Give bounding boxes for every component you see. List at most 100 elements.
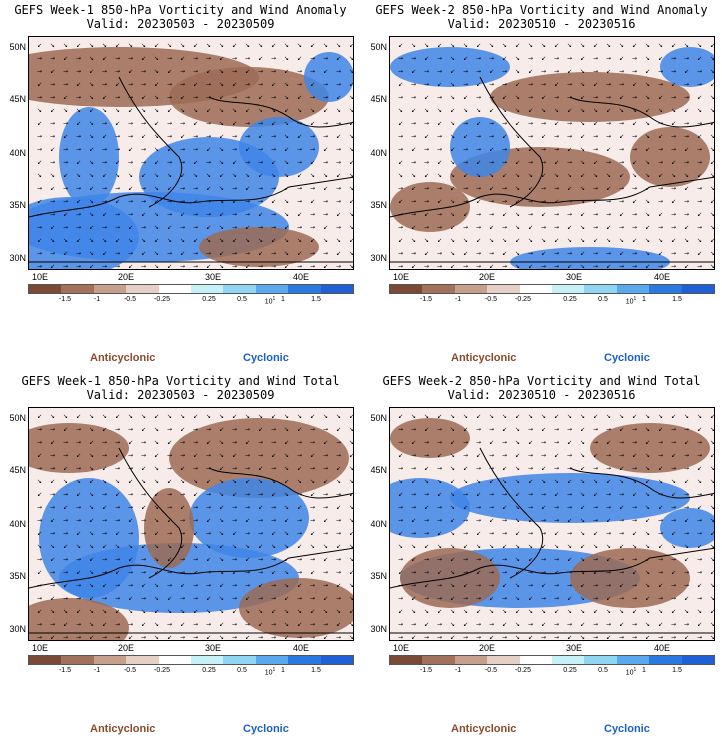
wind-arrow-icon: →: [658, 634, 663, 641]
wind-arrow-icon: ↙: [102, 250, 107, 257]
wind-arrow-icon: →: [437, 582, 442, 589]
wind-arrow-icon: →: [63, 556, 68, 563]
wind-arrow-icon: ↙: [567, 478, 572, 485]
wind-arrow-icon: →: [232, 439, 237, 446]
wind-arrow-icon: →: [671, 621, 676, 628]
wind-arrow-icon: →: [671, 55, 676, 62]
wind-arrow-icon: ↙: [167, 68, 172, 75]
wind-arrow-icon: ↙: [437, 237, 442, 244]
wind-arrow-icon: →: [632, 556, 637, 563]
wind-arrow-icon: →: [115, 634, 120, 641]
wind-arrow-icon: →: [567, 211, 572, 218]
wind-arrow-icon: →: [697, 530, 702, 537]
wind-arrow-icon: →: [76, 504, 81, 511]
wind-arrow-icon: →: [554, 224, 559, 231]
wind-arrow-icon: ↙: [89, 146, 94, 153]
wind-arrow-icon: ↙: [63, 172, 68, 179]
wind-arrow-icon: ↘: [476, 107, 481, 114]
wind-arrow-icon: ↘: [684, 413, 689, 420]
colorbar-tick: 0.5: [598, 296, 608, 303]
wind-arrow-icon: →: [463, 146, 468, 153]
wind-arrow-icon: →: [323, 530, 328, 537]
wind-arrow-icon: ↙: [684, 263, 689, 270]
wind-arrow-icon: ↘: [528, 237, 533, 244]
wind-arrow-icon: ↘: [141, 413, 146, 420]
colorbar-swatch: [61, 285, 94, 293]
wind-arrow-icon: ↘: [219, 224, 224, 231]
wind-arrow-icon: ↘: [658, 42, 663, 49]
wind-arrow-icon: →: [658, 185, 663, 192]
wind-arrow-icon: ↘: [102, 413, 107, 420]
wind-arrow-icon: ↙: [349, 237, 354, 244]
wind-arrow-icon: →: [567, 582, 572, 589]
wind-arrow-icon: ↙: [219, 582, 224, 589]
wind-arrow-icon: →: [297, 634, 302, 641]
wind-arrow-icon: ↙: [645, 224, 650, 231]
wind-arrow-icon: →: [437, 146, 442, 153]
wind-arrow-icon: →: [245, 582, 250, 589]
wind-arrow-icon: →: [632, 94, 637, 101]
wind-arrow-icon: ↘: [710, 504, 715, 511]
wind-arrow-icon: ↙: [63, 211, 68, 218]
wind-arrow-icon: →: [245, 491, 250, 498]
wind-arrow-icon: ↙: [76, 452, 81, 459]
wind-arrow-icon: ↘: [645, 172, 650, 179]
wind-arrow-icon: ↘: [154, 439, 159, 446]
wind-arrow-icon: ↘: [154, 55, 159, 62]
wind-arrow-icon: ↘: [580, 517, 585, 524]
wind-arrow-icon: ↙: [476, 530, 481, 537]
wind-arrow-icon: →: [424, 185, 429, 192]
wind-arrow-icon: ↙: [515, 452, 520, 459]
wind-arrow-icon: ↘: [515, 185, 520, 192]
wind-arrow-icon: ↙: [697, 465, 702, 472]
colorbar-swatch: [191, 656, 224, 664]
wind-arrow-icon: ↘: [219, 452, 224, 459]
wind-arrow-icon: ↘: [284, 237, 289, 244]
wind-arrow-icon: ↘: [450, 465, 455, 472]
wind-arrow-icon: ↘: [349, 426, 354, 433]
wind-arrow-icon: ↙: [349, 452, 354, 459]
wind-arrow-icon: ↙: [567, 224, 572, 231]
wind-arrow-icon: ↙: [398, 120, 403, 127]
wind-arrow-icon: ↙: [489, 634, 494, 641]
wind-arrow-icon: ↙: [710, 452, 715, 459]
colorbar-swatch: [288, 656, 321, 664]
wind-arrow-icon: ↙: [411, 634, 416, 641]
wind-arrow-icon: ↘: [258, 478, 263, 485]
wind-arrow-icon: →: [411, 452, 416, 459]
wind-arrow-icon: →: [50, 582, 55, 589]
wind-arrow-icon: ↘: [710, 250, 715, 257]
wind-arrow-icon: ↙: [671, 237, 676, 244]
colorbar-swatch: [93, 285, 127, 293]
wind-arrow-icon: →: [411, 465, 416, 472]
wind-arrow-icon: ↘: [128, 608, 133, 615]
wind-arrow-icon: ↙: [515, 413, 520, 420]
wind-arrow-icon: ↙: [411, 478, 416, 485]
wind-arrow-icon: →: [398, 595, 403, 602]
wind-arrow-icon: ↙: [411, 517, 416, 524]
wind-arrow-icon: ↘: [710, 55, 715, 62]
wind-arrow-icon: ↙: [284, 517, 289, 524]
wind-arrow-icon: ↘: [284, 133, 289, 140]
wind-arrow-icon: ↙: [450, 478, 455, 485]
colorbar-swatch: [519, 285, 553, 293]
wind-arrow-icon: →: [489, 250, 494, 257]
vorticity-region: [144, 488, 194, 568]
wind-arrow-icon: ↙: [710, 198, 715, 205]
wind-arrow-icon: ↙: [349, 120, 354, 127]
wind-arrow-icon: ↙: [50, 634, 55, 641]
wind-arrow-icon: ↘: [710, 224, 715, 231]
wind-arrow-icon: →: [476, 211, 481, 218]
wind-arrow-icon: ↘: [284, 608, 289, 615]
wind-arrow-icon: ↘: [567, 42, 572, 49]
lon-label: 30E: [205, 643, 222, 653]
wind-arrow-icon: →: [193, 55, 198, 62]
wind-arrow-icon: →: [632, 68, 637, 75]
wind-arrow-icon: ↘: [245, 42, 250, 49]
wind-arrow-icon: →: [336, 263, 341, 270]
wind-arrow-icon: ↘: [645, 543, 650, 550]
wind-arrow-icon: ↘: [632, 478, 637, 485]
wind-arrow-icon: →: [271, 263, 276, 270]
panel-valid-dates: Valid: 20230510 - 20230516: [447, 17, 636, 31]
wind-arrow-icon: ↘: [219, 42, 224, 49]
